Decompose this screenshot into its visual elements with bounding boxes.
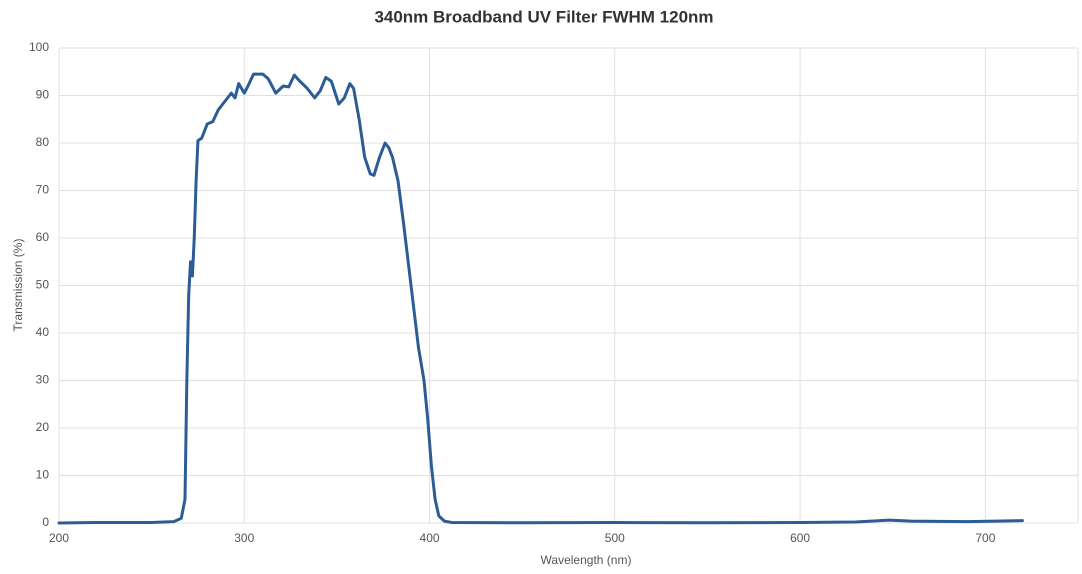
x-tick-label: 300 [234,531,254,545]
y-tick-label: 10 [36,468,50,482]
chart-title: 340nm Broadband UV Filter FWHM 120nm [374,7,713,26]
y-tick-label: 100 [29,40,49,54]
x-tick-label: 600 [790,531,810,545]
y-tick-label: 40 [36,325,50,339]
x-tick-label: 400 [420,531,440,545]
y-axis-title: Transmission (%) [11,239,25,332]
y-tick-label: 90 [36,88,50,102]
y-tick-label: 30 [36,373,50,387]
y-tick-label: 60 [36,230,50,244]
y-tick-label: 80 [36,135,50,149]
y-tick-label: 0 [42,515,49,529]
data-line [57,72,1024,525]
x-tick-label: 500 [605,531,625,545]
x-tick-label: 700 [975,531,995,545]
x-tick-label: 200 [49,531,69,545]
y-tick-label: 20 [36,420,50,434]
x-axis-title: Wavelength (nm) [541,553,632,567]
y-tick-label: 50 [36,278,50,292]
y-tick-label: 70 [36,183,50,197]
